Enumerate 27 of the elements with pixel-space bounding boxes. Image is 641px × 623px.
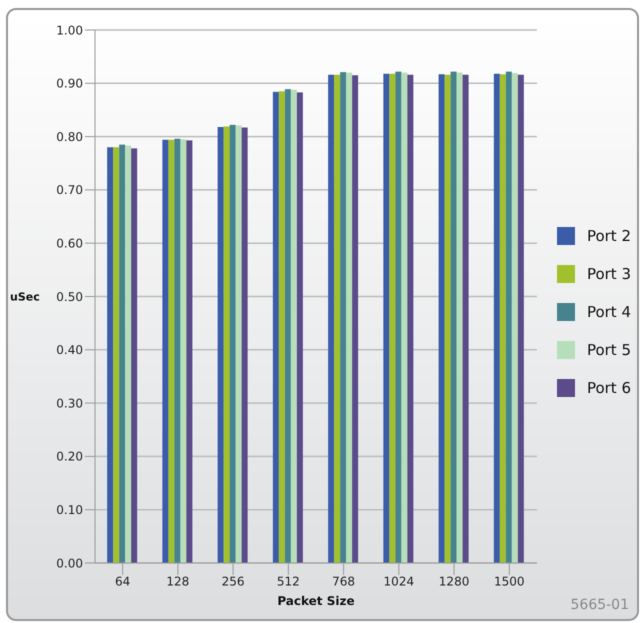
y-tick-label: 1.00: [56, 23, 83, 38]
legend-label: Port 4: [586, 302, 631, 320]
legend-label: Port 5: [586, 340, 631, 358]
y-tick-label: 0.20: [56, 450, 83, 464]
x-tick-label: 64: [114, 574, 130, 589]
x-tick-label: 1500: [494, 574, 525, 589]
x-tick-label: 1024: [384, 574, 414, 589]
y-tick-label: 0.00: [56, 556, 83, 570]
y-axis-title: uSec: [10, 290, 40, 304]
x-tick-label: 768: [332, 574, 356, 589]
y-tick-label: 0.30: [56, 396, 83, 410]
y-tick-label: 0.10: [56, 502, 83, 517]
legend-label: Port 2: [586, 226, 631, 244]
y-tick-label: 0.90: [56, 76, 83, 91]
y-tick-label: 0.80: [56, 130, 83, 144]
y-tick-label: 0.50: [56, 290, 83, 304]
x-tick-label: 128: [166, 574, 190, 589]
x-tick-label: 1280: [438, 574, 470, 589]
x-tick-label: 512: [276, 574, 300, 589]
y-tick-label: 0.60: [56, 236, 83, 250]
y-tick-label: 0.70: [56, 183, 83, 198]
legend-label: Port 3: [586, 264, 631, 282]
x-tick-label: 256: [222, 574, 245, 589]
y-tick-label: 0.40: [56, 343, 83, 358]
legend-label: Port 6: [586, 378, 631, 396]
x-axis-title: Packet Size: [277, 594, 355, 608]
text: 5665-01: [570, 597, 629, 613]
